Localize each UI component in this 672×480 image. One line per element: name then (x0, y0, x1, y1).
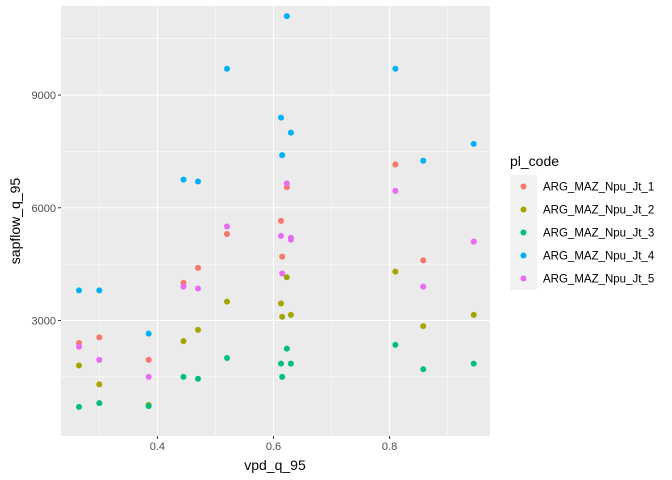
data-point-series-4 (195, 178, 202, 185)
x-tick-label: 0.8 (382, 441, 397, 453)
data-point-series-1 (392, 161, 399, 168)
x-tick-label: 0.4 (150, 441, 165, 453)
data-point-series-2 (287, 311, 294, 318)
legend-key-4 (520, 252, 527, 259)
data-point-series-2 (75, 362, 82, 369)
data-point-series-4 (96, 287, 103, 294)
data-point-series-5 (180, 283, 187, 290)
data-point-series-2 (278, 300, 285, 307)
data-point-series-5 (283, 180, 290, 187)
data-point-series-3 (75, 403, 82, 410)
legend-label-1: ARG_MAZ_Npu_Jt_1 (543, 182, 654, 194)
legend-key-2 (520, 206, 527, 213)
data-point-series-2 (392, 268, 399, 275)
legend-title: pl_code (510, 153, 559, 169)
data-point-series-3 (96, 400, 103, 407)
data-point-series-4 (278, 114, 285, 121)
data-point-series-2 (420, 323, 427, 330)
data-point-series-2 (470, 311, 477, 318)
data-point-series-5 (145, 373, 152, 380)
legend-label-5: ARG_MAZ_Npu_Jt_5 (543, 274, 654, 286)
legend: pl_code ARG_MAZ_Npu_Jt_1 ARG_MAZ_Npu_Jt_2… (510, 153, 655, 290)
data-point-series-5 (96, 356, 103, 363)
data-point-series-5 (75, 343, 82, 350)
data-point-series-3 (470, 360, 477, 367)
data-point-series-5 (195, 285, 202, 292)
data-point-series-4 (224, 65, 231, 72)
data-point-series-3 (224, 355, 231, 362)
data-point-series-1 (279, 253, 286, 260)
data-point-series-5 (224, 223, 231, 230)
legend-label-3: ARG_MAZ_Npu_Jt_3 (543, 228, 654, 240)
data-point-series-1 (96, 334, 103, 341)
legend-label-2: ARG_MAZ_Npu_Jt_2 (543, 205, 654, 217)
data-point-series-2 (195, 326, 202, 333)
data-point-series-4 (75, 287, 82, 294)
data-point-series-4 (470, 140, 477, 147)
data-point-series-3 (392, 341, 399, 348)
y-tick-label: 9000 (32, 90, 56, 102)
data-point-series-4 (392, 65, 399, 72)
x-axis-title: vpd_q_95 (244, 457, 306, 473)
data-point-series-5 (278, 232, 285, 239)
data-point-series-4 (180, 176, 187, 183)
data-point-series-4 (279, 152, 286, 159)
data-point-series-5 (420, 283, 427, 290)
plot-panel (61, 6, 490, 436)
data-point-series-4 (287, 129, 294, 136)
y-axis-title: sapflow_q_95 (7, 178, 23, 265)
data-point-series-3 (278, 360, 285, 367)
data-point-series-3 (420, 366, 427, 373)
legend-key-1 (520, 183, 527, 190)
data-point-series-3 (287, 360, 294, 367)
data-point-series-1 (278, 217, 285, 224)
data-point-series-3 (283, 345, 290, 352)
legend-key-3 (520, 229, 527, 236)
x-tick-label: 0.6 (266, 441, 281, 453)
legend-label-4: ARG_MAZ_Npu_Jt_4 (543, 251, 655, 263)
data-point-series-2 (224, 298, 231, 305)
data-point-series-5 (287, 236, 294, 243)
data-point-series-1 (420, 257, 427, 264)
data-point-series-1 (145, 356, 152, 363)
data-point-series-2 (180, 338, 187, 345)
data-point-series-4 (283, 13, 290, 20)
data-point-series-3 (195, 375, 202, 382)
y-tick-label: 3000 (32, 315, 56, 327)
data-point-series-1 (195, 264, 202, 271)
data-point-series-5 (279, 270, 286, 277)
data-point-series-2 (96, 381, 103, 388)
legend-key-5 (520, 275, 527, 282)
data-point-series-2 (283, 274, 290, 281)
data-point-series-4 (145, 330, 152, 337)
data-point-series-5 (392, 187, 399, 194)
data-point-series-5 (470, 238, 477, 245)
data-point-series-1 (224, 231, 231, 238)
data-point-series-2 (279, 313, 286, 320)
data-point-series-3 (279, 373, 286, 380)
data-point-series-3 (180, 373, 187, 380)
data-point-series-4 (420, 157, 427, 164)
y-tick-label: 6000 (32, 203, 56, 215)
data-point-series-3 (145, 403, 152, 410)
